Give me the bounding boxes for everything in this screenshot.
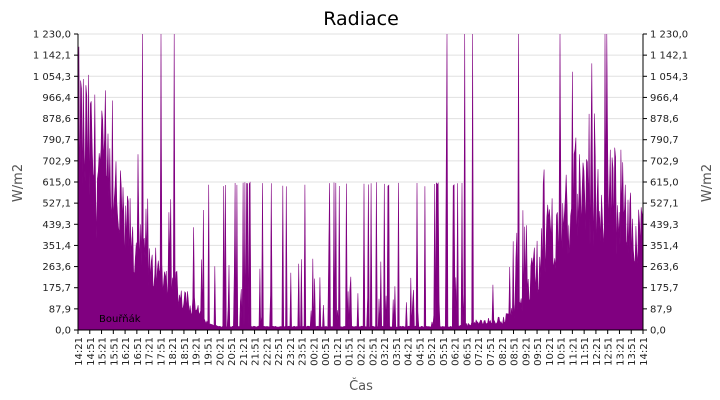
y-tick-label-left: 527,1	[42, 199, 71, 210]
series-area	[77, 33, 644, 331]
x-tick-label: 08:21	[498, 337, 509, 366]
grid-lines	[78, 33, 643, 310]
legend-label: Bouřňák	[99, 313, 141, 325]
x-tick-label: 10:51	[557, 337, 568, 366]
y-tick-label-right: 1 054,3	[650, 72, 688, 83]
y-tick-label-left: 878,6	[42, 114, 71, 125]
y-tick-label-right: 615,0	[650, 178, 679, 189]
x-tick-label: 13:21	[615, 337, 626, 366]
x-tick-label: 03:51	[392, 337, 403, 366]
y-tick-label-right: 1 230,0	[650, 30, 688, 41]
x-tick-label: 19:21	[192, 337, 203, 366]
y-tick-label-right: 1 142,1	[650, 51, 688, 62]
x-tick-label: 08:51	[510, 337, 521, 366]
y-tick-label-right: 702,9	[650, 156, 679, 167]
x-tick-label: 02:51	[368, 337, 379, 366]
x-tick-label: 23:51	[298, 337, 309, 366]
x-tick-label: 15:51	[109, 337, 120, 366]
x-tick-label: 22:21	[262, 337, 273, 366]
x-tick-label: 09:51	[533, 337, 544, 366]
y-tick-label-right: 175,7	[650, 283, 679, 294]
x-tick-label: 12:51	[604, 337, 615, 366]
y-ticks-right: 0,0 87,9 175,7 263,6 351,4 439,3 527,1 615,0 702…	[643, 30, 688, 337]
y-tick-label-right: 351,4	[650, 241, 679, 252]
y-tick-label-left: 0,0	[55, 326, 71, 337]
x-tick-label: 14:21	[639, 337, 650, 366]
x-tick-label: 12:21	[592, 337, 603, 366]
x-tick-label: 04:21	[404, 337, 415, 366]
y-tick-label-left: 790,7	[42, 135, 71, 146]
y-tick-label-right: 0,0	[650, 326, 666, 337]
y-tick-label-left: 175,7	[42, 283, 71, 294]
y-tick-label-left: 1 142,1	[33, 51, 71, 62]
y-tick-label-left: 1 054,3	[33, 72, 71, 83]
y-tick-label-right: 87,9	[650, 304, 672, 315]
x-tick-label: 17:21	[145, 337, 156, 366]
y-tick-label-left: 439,3	[42, 220, 71, 231]
x-tick-label: 13:51	[627, 337, 638, 366]
y-tick-label-left: 263,6	[42, 262, 71, 273]
x-tick-label: 15:21	[98, 337, 109, 366]
x-tick-label: 07:21	[474, 337, 485, 366]
x-tick-label: 07:51	[486, 337, 497, 366]
x-tick-label: 21:51	[251, 337, 262, 366]
y-axis-label-left: W/m2	[11, 164, 26, 202]
x-tick-label: 01:51	[345, 337, 356, 366]
x-tick-label: 22:51	[274, 337, 285, 366]
chart-title: Radiace	[323, 8, 399, 30]
x-tick-label: 10:21	[545, 337, 556, 366]
x-tick-label: 01:21	[333, 337, 344, 366]
x-ticks: 14:21 14:51 15:21 15:51 16:21 16:51 17:21 17:51…	[74, 330, 650, 366]
y-tick-label-right: 527,1	[650, 199, 679, 210]
x-tick-label: 11:51	[580, 337, 591, 366]
x-tick-label: 20:21	[215, 337, 226, 366]
series-bourak	[77, 33, 644, 331]
x-tick-label: 05:51	[439, 337, 450, 366]
x-tick-label: 16:51	[133, 337, 144, 366]
x-axis-label: Čas	[349, 378, 373, 394]
y-tick-label-left: 966,4	[42, 93, 71, 104]
y-tick-label-left: 702,9	[42, 156, 71, 167]
x-tick-label: 20:51	[227, 337, 238, 366]
x-tick-label: 06:51	[462, 337, 473, 366]
legend-swatch	[82, 313, 92, 323]
x-tick-label: 23:21	[286, 337, 297, 366]
y-tick-label-right: 966,4	[650, 93, 679, 104]
x-tick-label: 14:51	[86, 337, 97, 366]
y-tick-label-left: 87,9	[49, 304, 71, 315]
y-axis-label-right: W/m2	[700, 164, 715, 202]
x-tick-label: 17:51	[156, 337, 167, 366]
x-tick-label: 18:21	[168, 337, 179, 366]
y-ticks-left: 0,0 87,9 175,7 263,6 351,4 439,3 527,1 615,0 702…	[33, 30, 78, 337]
x-tick-label: 16:21	[121, 337, 132, 366]
y-tick-label-right: 439,3	[650, 220, 679, 231]
x-tick-label: 03:21	[380, 337, 391, 366]
x-tick-label: 05:21	[427, 337, 438, 366]
y-tick-label-left: 615,0	[42, 178, 71, 189]
x-tick-label: 06:21	[451, 337, 462, 366]
y-tick-label-right: 878,6	[650, 114, 679, 125]
x-tick-label: 04:51	[415, 337, 426, 366]
x-tick-label: 21:21	[239, 337, 250, 366]
x-tick-label: 09:21	[521, 337, 532, 366]
x-tick-label: 14:21	[74, 337, 85, 366]
y-tick-label-right: 790,7	[650, 135, 679, 146]
legend: Bouřňák	[82, 313, 141, 325]
x-tick-label: 18:51	[180, 337, 191, 366]
y-tick-label-right: 263,6	[650, 262, 679, 273]
x-tick-label: 00:21	[309, 337, 320, 366]
y-tick-label-left: 1 230,0	[33, 30, 71, 41]
x-tick-label: 19:51	[203, 337, 214, 366]
x-tick-label: 11:21	[568, 337, 579, 366]
x-tick-label: 02:21	[357, 337, 368, 366]
y-tick-label-left: 351,4	[42, 241, 71, 252]
x-tick-label: 00:51	[321, 337, 332, 366]
